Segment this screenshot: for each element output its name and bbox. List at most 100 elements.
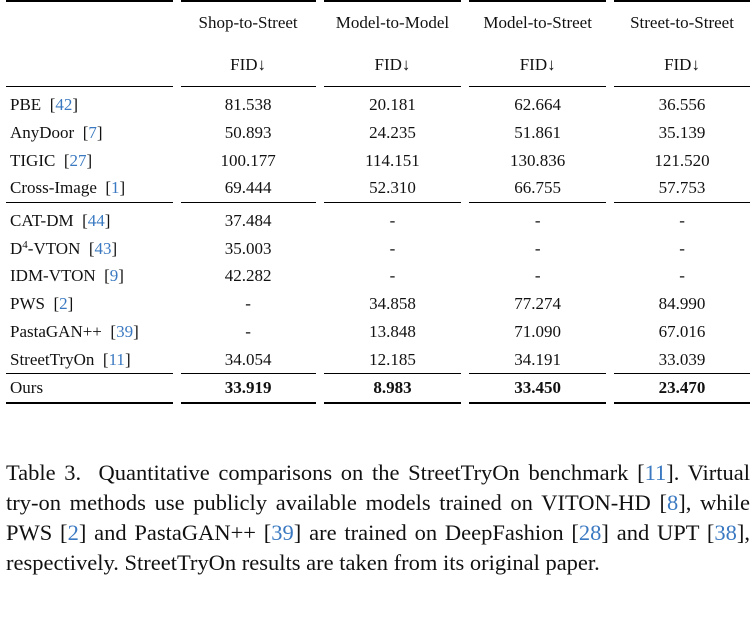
value-cell: - <box>389 211 396 231</box>
header-separator <box>6 86 750 87</box>
method-cell: TIGIC [27] <box>10 150 93 170</box>
table-row: StreetTryOn [11] 34.054 12.185 34.191 33.039 <box>6 345 750 373</box>
method-name: TIGIC <box>10 150 56 170</box>
value-cell: 52.310 <box>369 178 416 198</box>
method-cell: AnyDoor [7] <box>10 123 103 143</box>
ours-separator <box>6 373 750 374</box>
results-table-container: Shop-to-Street Model-to-Model Model-to-S… <box>6 0 750 404</box>
citation-link[interactable]: 44 <box>87 211 105 231</box>
col-header-shop-to-street: Shop-to-Street <box>198 12 298 32</box>
table-row: PWS [2] - 34.858 77.274 84.990 <box>6 290 750 318</box>
value-cell: 62.664 <box>514 95 562 115</box>
caption-text: ]. Virtual try-on methods use publicly a… <box>6 460 750 515</box>
method-cell: PWS [2] <box>10 294 74 314</box>
value-cell: 51.861 <box>514 123 562 143</box>
citation-link[interactable]: 2 <box>59 294 68 314</box>
value-cell: 35.139 <box>658 123 706 143</box>
value-cell: 13.848 <box>369 321 416 341</box>
citation-link[interactable]: 43 <box>94 238 112 258</box>
caption-text: Quantitative comparisons on the StreetTr… <box>98 460 645 485</box>
best-value-cell: 23.470 <box>658 378 706 398</box>
col-header-street-to-street: Street-to-Street <box>630 12 734 32</box>
citation-link[interactable]: 8 <box>666 490 679 515</box>
method-cell: CAT-DM [44] <box>10 211 111 231</box>
table-row: TIGIC [27] 100.177 114.151 130.836 121.520 <box>6 146 750 174</box>
citation-link[interactable]: 11 <box>108 349 125 369</box>
value-cell: 33.039 <box>658 349 706 369</box>
method-name: PBE <box>10 95 42 115</box>
citation-link[interactable]: 1 <box>111 178 120 198</box>
ours-row: Ours 33.919 8.983 33.450 23.470 <box>6 374 750 403</box>
citation-link[interactable]: 38 <box>714 520 737 545</box>
results-table: Shop-to-Street Model-to-Model Model-to-S… <box>6 0 750 404</box>
value-cell: - <box>389 266 396 286</box>
value-cell: 34.054 <box>224 349 272 369</box>
value-cell: 130.836 <box>510 150 566 170</box>
table-row: Cross-Image [1] 69.444 52.310 66.755 57.753 <box>6 174 750 202</box>
value-cell: 84.990 <box>658 294 706 314</box>
method-name: PWS <box>10 294 45 314</box>
value-cell: 20.181 <box>369 95 416 115</box>
value-cell: 12.185 <box>369 349 416 369</box>
value-cell: - <box>389 238 396 258</box>
method-cell: PastaGAN++ [39] <box>10 321 139 341</box>
method-name: AnyDoor <box>10 123 75 143</box>
caption-text: ], respectively. StreetTryOn results are… <box>6 520 751 575</box>
best-value-cell: 33.919 <box>224 378 272 398</box>
caption-text: ] and PastaGAN++ [ <box>78 520 272 545</box>
citation-link[interactable]: 11 <box>644 460 667 485</box>
metric-label: FID↓ <box>230 54 267 74</box>
citation-link[interactable]: 7 <box>88 123 97 143</box>
value-cell: 114.151 <box>365 150 420 170</box>
value-cell: - <box>534 266 541 286</box>
value-cell: 57.753 <box>658 178 706 198</box>
header-row: Shop-to-Street Model-to-Model Model-to-S… <box>6 1 750 42</box>
table-row: PBE [42] 81.538 20.181 62.664 36.556 <box>6 87 750 119</box>
method-superscript: 4 <box>22 238 28 251</box>
value-cell: - <box>679 266 685 286</box>
value-cell: - <box>245 294 251 314</box>
method-cell: IDM-VTON [9] <box>10 266 124 286</box>
method-name: Ours <box>10 378 44 398</box>
col-header-model-to-street: Model-to-Street <box>483 12 592 32</box>
method-cell: D4-VTON [43] <box>10 238 118 258</box>
method-name-suffix: -VTON <box>27 238 81 258</box>
table-row: AnyDoor [7] 50.893 24.235 51.861 35.139 <box>6 119 750 147</box>
caption-text: ] and UPT [ <box>601 520 715 545</box>
citation-link[interactable]: 28 <box>578 520 602 545</box>
method-name: CAT-DM <box>10 211 74 231</box>
value-cell: - <box>679 211 685 231</box>
method-cell: StreetTryOn [11] <box>10 349 131 369</box>
value-cell: 37.484 <box>224 211 272 231</box>
value-cell: 34.191 <box>514 349 562 369</box>
citation-link[interactable]: 42 <box>55 95 73 115</box>
value-cell: 36.556 <box>658 95 706 115</box>
citation-link[interactable]: 9 <box>109 266 119 286</box>
value-cell: 34.858 <box>369 294 416 314</box>
value-cell: 71.090 <box>514 321 562 341</box>
value-cell: - <box>534 238 541 258</box>
value-cell: - <box>534 211 541 231</box>
value-cell: 42.282 <box>224 266 272 286</box>
value-cell: - <box>679 238 685 258</box>
metric-row: FID↓ FID↓ FID↓ FID↓ <box>6 42 750 87</box>
col-header-model-to-model: Model-to-Model <box>335 12 450 32</box>
method-name: PastaGAN++ <box>10 321 102 341</box>
value-cell: 35.003 <box>224 238 272 258</box>
value-cell: 77.274 <box>514 294 562 314</box>
citation-link[interactable]: 39 <box>116 321 134 341</box>
table-row: CAT-DM [44] 37.484 - - - <box>6 203 750 235</box>
value-cell: 66.755 <box>514 178 562 198</box>
value-cell: 50.893 <box>224 123 272 143</box>
citation-link[interactable]: 2 <box>67 520 79 545</box>
value-cell: 67.016 <box>658 321 706 341</box>
metric-label: FID↓ <box>664 54 700 74</box>
best-value-cell: 8.983 <box>373 378 412 398</box>
caption-label: Table 3. <box>6 460 82 485</box>
citation-link[interactable]: 39 <box>271 520 294 545</box>
citation-link[interactable]: 27 <box>69 150 87 170</box>
method-cell: Cross-Image [1] <box>10 178 126 198</box>
group-separator <box>6 202 750 203</box>
metric-label: FID↓ <box>374 54 411 74</box>
table-row: IDM-VTON [9] 42.282 - - - <box>6 262 750 290</box>
